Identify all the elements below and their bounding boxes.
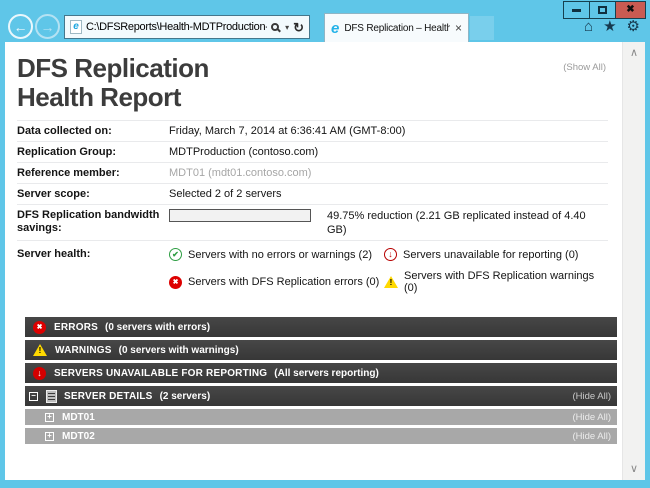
new-tab-button[interactable]: [470, 16, 494, 40]
section-title: WARNINGS: [55, 344, 112, 356]
back-button[interactable]: ←: [8, 14, 33, 39]
ie-logo-icon: e: [331, 19, 340, 37]
section-servers-unavailable[interactable]: ↓ SERVERS UNAVAILABLE FOR REPORTING (All…: [25, 363, 617, 383]
section-subtitle: (0 servers with warnings): [118, 344, 239, 356]
health-item-text: Servers unavailable for reporting (0): [403, 248, 579, 261]
collapse-toggle-icon[interactable]: −: [29, 391, 38, 401]
scroll-up-icon[interactable]: ∧: [629, 47, 639, 59]
field-label: Replication Group:: [17, 146, 116, 158]
maximize-icon: [598, 6, 607, 14]
server-name: MDT02: [62, 430, 95, 442]
tab-close-icon[interactable]: ×: [454, 21, 462, 35]
health-item: ✔ Servers with no errors or warnings (2): [169, 248, 384, 261]
search-icon[interactable]: [271, 23, 280, 31]
field-row: Data collected on: Friday, March 7, 2014…: [17, 120, 608, 141]
field-label: Data collected on:: [17, 125, 112, 137]
expand-toggle-icon[interactable]: +: [45, 431, 54, 441]
field-label: Reference member:: [17, 167, 120, 179]
health-item-text: Servers with DFS Replication errors (0): [188, 276, 380, 288]
report-sections: ✖ ERRORS (0 servers with errors) ! WARNI…: [25, 317, 617, 444]
section-title: SERVER DETAILS: [64, 390, 153, 402]
scroll-down-icon[interactable]: ∨: [629, 463, 639, 475]
page-favicon-icon: e: [70, 20, 82, 34]
field-row: Reference member: MDT01 (mdt01.contoso.c…: [17, 162, 608, 183]
bandwidth-progress-bar: [169, 209, 311, 222]
server-row-mdt02[interactable]: + MDT02 (Hide All): [25, 428, 617, 444]
health-item-text: Servers with no errors or warnings (2): [188, 248, 373, 261]
favorites-star-icon[interactable]: ★: [603, 18, 617, 35]
minimize-button[interactable]: [563, 1, 590, 19]
unavailable-icon: ↓: [384, 248, 397, 261]
section-subtitle: (0 servers with errors): [104, 321, 211, 333]
field-row: Server scope: Selected 2 of 2 servers: [17, 183, 608, 204]
window-controls: ✖: [563, 1, 646, 19]
server-health-grid: ✔ Servers with no errors or warnings (2)…: [169, 248, 608, 294]
field-label: Server scope:: [17, 188, 90, 200]
field-row: Replication Group: MDTProduction (contos…: [17, 141, 608, 162]
tab-title: DFS Replication – Health Re...: [344, 22, 450, 34]
unavailable-icon: ↓: [33, 366, 46, 380]
hide-all-link[interactable]: (Hide All): [572, 430, 611, 442]
section-warnings[interactable]: ! WARNINGS (0 servers with warnings): [25, 340, 617, 360]
health-item-text: Servers with DFS Replication warnings (0…: [404, 270, 595, 294]
field-value: Selected 2 of 2 servers: [169, 188, 282, 200]
section-subtitle: (2 servers): [159, 390, 211, 402]
back-arrow-icon: ←: [13, 18, 28, 35]
bandwidth-summary: 49.75% reduction (2.21 GB replicated ins…: [327, 210, 586, 236]
section-title: SERVERS UNAVAILABLE FOR REPORTING: [54, 367, 268, 379]
page-title: DFS Replication Health Report: [17, 53, 209, 112]
warning-icon: !: [33, 344, 47, 356]
field-label: Server health:: [17, 248, 91, 260]
chevron-down-icon[interactable]: ▾: [285, 22, 290, 32]
health-item: ✖ Servers with DFS Replication errors (0…: [169, 270, 384, 294]
section-errors[interactable]: ✖ ERRORS (0 servers with errors): [25, 317, 617, 337]
close-button[interactable]: ✖: [615, 1, 646, 19]
refresh-icon[interactable]: ↻: [293, 19, 304, 35]
report-header: DFS Replication Health Report (Show All): [17, 54, 608, 112]
home-icon[interactable]: ⌂: [584, 18, 594, 35]
forward-arrow-icon: →: [40, 18, 55, 35]
minimize-icon: [572, 8, 581, 12]
section-title: ERRORS: [54, 321, 98, 333]
hide-all-link[interactable]: (Hide All): [572, 390, 611, 402]
warning-icon: !: [384, 276, 398, 288]
field-value: MDT01 (mdt01.contoso.com): [169, 167, 312, 179]
field-value: MDTProduction (contoso.com): [169, 146, 319, 158]
error-icon: ✖: [33, 320, 46, 334]
section-server-details[interactable]: − SERVER DETAILS (2 servers) (Hide All): [25, 386, 617, 406]
summary-fields: Data collected on: Friday, March 7, 2014…: [17, 120, 608, 304]
expand-toggle-icon[interactable]: +: [45, 412, 54, 422]
hide-all-link[interactable]: (Hide All): [572, 411, 611, 423]
health-item: ↓ Servers unavailable for reporting (0): [384, 248, 608, 261]
server-icon: [46, 389, 57, 403]
server-name: MDT01: [62, 411, 95, 423]
show-all-link[interactable]: (Show All): [563, 62, 606, 73]
bandwidth-savings-row: DFS Replication bandwidth savings: 49.75…: [17, 204, 608, 240]
field-value: Friday, March 7, 2014 at 6:36:41 AM (GMT…: [169, 125, 406, 137]
settings-gear-icon[interactable]: ⚙: [626, 18, 640, 35]
report-page: DFS Replication Health Report (Show All)…: [5, 42, 622, 480]
server-row-mdt01[interactable]: + MDT01 (Hide All): [25, 409, 617, 425]
forward-button[interactable]: →: [35, 14, 60, 39]
address-bar[interactable]: e C:\DFSReports\Health-MDTProduction-07M…: [64, 15, 310, 39]
check-icon: ✔: [169, 248, 182, 261]
error-icon: ✖: [169, 275, 182, 289]
tab-dfs-health-report[interactable]: e DFS Replication – Health Re... ×: [324, 13, 469, 42]
content-frame: DFS Replication Health Report (Show All)…: [5, 42, 645, 480]
maximize-button[interactable]: [589, 1, 616, 19]
server-health-row: Server health: ✔ Servers with no errors …: [17, 240, 608, 304]
browser-toolbar-icons: ⌂ ★ ⚙: [584, 19, 640, 34]
url-text[interactable]: C:\DFSReports\Health-MDTProduction-07Ma: [86, 21, 267, 33]
close-icon: ✖: [626, 4, 635, 15]
field-label: DFS Replication bandwidth savings:: [17, 209, 160, 234]
vertical-scrollbar[interactable]: ∧ ∨: [622, 42, 645, 480]
health-item: ! Servers with DFS Replication warnings …: [384, 270, 608, 294]
section-subtitle: (All servers reporting): [274, 367, 379, 379]
